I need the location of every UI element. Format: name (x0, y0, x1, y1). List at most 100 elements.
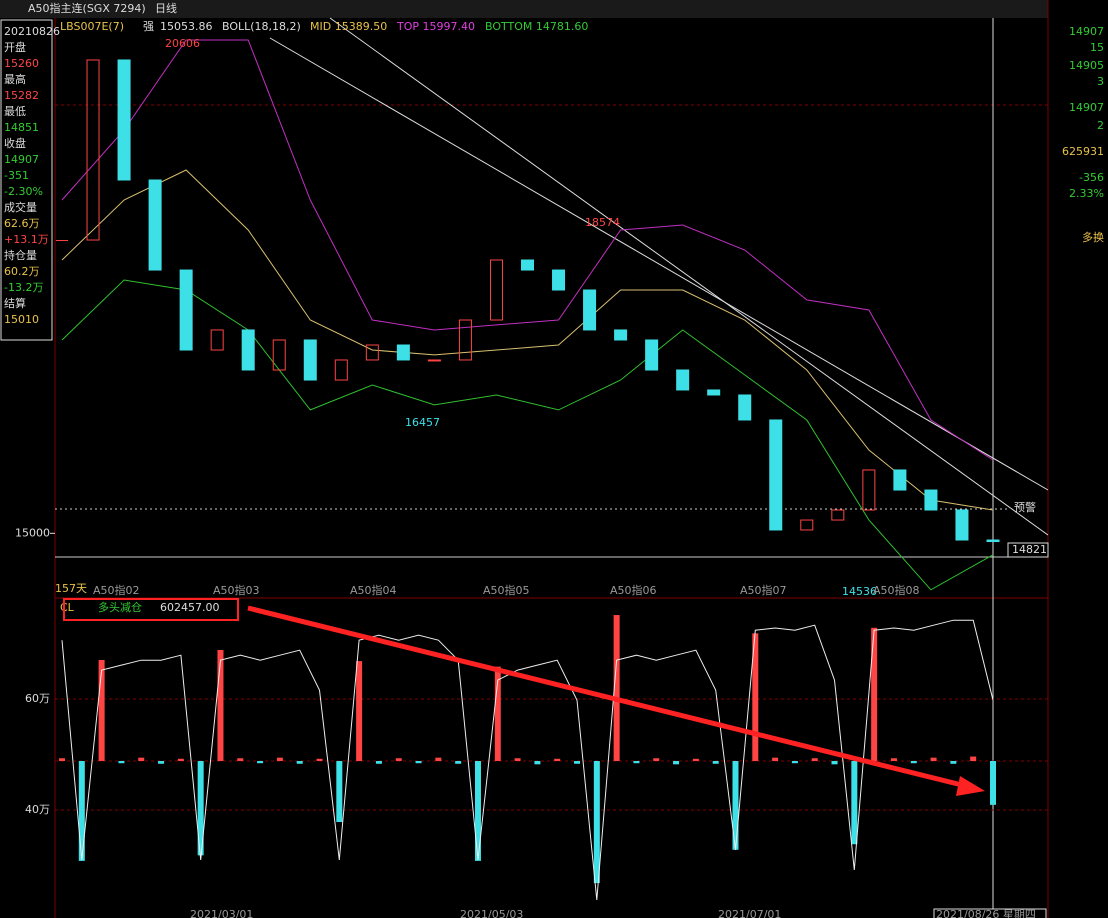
highlight-box (63, 598, 239, 621)
info-box (0, 19, 53, 341)
oi-change-bar (752, 633, 759, 761)
oi-change-bar (237, 758, 244, 761)
oi-change-bar (791, 760, 798, 764)
label: 2021/07/01 (718, 908, 781, 918)
oi-change-bar (811, 758, 818, 761)
period[interactable]: 日线 (155, 1, 177, 15)
label: MID 15389.50 (310, 20, 387, 33)
label: A50指08 (873, 583, 920, 597)
trend-line (269, 37, 1049, 491)
oi-change-bar (514, 758, 521, 761)
candle (645, 339, 659, 371)
label: 2021/05/03 (460, 908, 523, 918)
candle (210, 329, 224, 351)
label: 2021/03/01 (190, 908, 253, 918)
price-box (1007, 542, 1049, 558)
label: 2 (1097, 119, 1104, 132)
candle (179, 269, 193, 351)
date-box (933, 908, 1047, 918)
label: 多头减仓 (98, 600, 142, 614)
label: BOLL(18,18,2) (222, 20, 301, 33)
oi-change-bar (415, 760, 422, 764)
label: A50指07 (740, 583, 787, 597)
label: 20210826 (4, 25, 60, 38)
candle (427, 359, 441, 362)
candle (769, 419, 783, 531)
label: 40万 (25, 803, 50, 816)
label: -351 (4, 169, 29, 182)
boll-mid (61, 169, 994, 511)
candle (552, 269, 566, 291)
label: 14905 (1069, 59, 1104, 72)
label: 16457 (405, 416, 440, 429)
label: 15010 (4, 313, 39, 326)
oi-change-bar (494, 666, 501, 761)
candle (303, 339, 317, 381)
label: 预警 (1014, 500, 1036, 514)
arrow-head (956, 776, 985, 796)
label: 157天 (55, 582, 87, 595)
oi-change-bar (336, 760, 343, 823)
label: 2.33% (1069, 187, 1104, 200)
label: 15260 (4, 57, 39, 70)
label: TOP 15997.40 (396, 20, 475, 33)
candle (56, 240, 68, 242)
label: 结算 (4, 296, 26, 310)
candle (117, 59, 131, 181)
label: LBS007E(7) (60, 20, 124, 33)
oi-change-bar (118, 760, 125, 764)
oi-change-bar (59, 758, 65, 761)
oi-change-bar (692, 758, 699, 761)
oi-change-bar (772, 757, 779, 761)
label: 602457.00 (160, 601, 220, 614)
label: A50指05 (483, 583, 530, 597)
oi-change-bar (851, 760, 858, 845)
label: 60.2万 (4, 265, 40, 278)
oi-change-bar (871, 627, 878, 761)
label: 60万 (25, 692, 50, 705)
oi-change-bar (455, 760, 462, 764)
oi-change-bar (435, 757, 442, 761)
oi-change-bar (534, 760, 541, 765)
oi-change-bar (197, 760, 204, 856)
label: 持仓量 (4, 248, 37, 262)
label: 15282 (4, 89, 39, 102)
oi-change-bar (375, 760, 382, 764)
candle (614, 329, 628, 341)
oi-change-bar (910, 760, 917, 764)
label: 收盘 (4, 136, 26, 150)
oi-change-bar (890, 758, 897, 761)
oi-change-bar (970, 756, 977, 761)
candle (676, 369, 690, 391)
label: A50指03 (213, 583, 260, 597)
label: 18574 (585, 216, 620, 229)
candle (489, 259, 503, 321)
label: 14821 (1012, 543, 1047, 556)
label: -2.30% (4, 185, 43, 198)
oi-change-bar (673, 760, 680, 765)
candle (831, 509, 845, 521)
label: BOTTOM 14781.60 (485, 20, 588, 33)
label: 14907 (1069, 101, 1104, 114)
candle (862, 469, 876, 511)
label: 15 (1090, 41, 1104, 54)
label: 多换 (1082, 230, 1104, 244)
oi-change-bar (633, 760, 640, 764)
oi-change-bar (356, 661, 363, 761)
oi-change-bar (257, 760, 264, 764)
oi-change-bar (930, 757, 937, 761)
trend-line (329, 17, 1049, 536)
oi-change-bar (177, 758, 184, 761)
boll-lower (61, 279, 994, 591)
label: 625931 (1062, 145, 1104, 158)
candle (800, 519, 814, 531)
oi-change-bar (990, 760, 996, 805)
label: -13.2万 (4, 281, 43, 294)
label: +13.1万 (4, 233, 49, 246)
oi-change-bar (395, 758, 402, 761)
label: 62.6万 (4, 217, 40, 230)
label: 14851 (4, 121, 39, 134)
label: -356 (1079, 171, 1104, 184)
label: 14536 (842, 585, 877, 598)
label: A50指06 (610, 583, 657, 597)
